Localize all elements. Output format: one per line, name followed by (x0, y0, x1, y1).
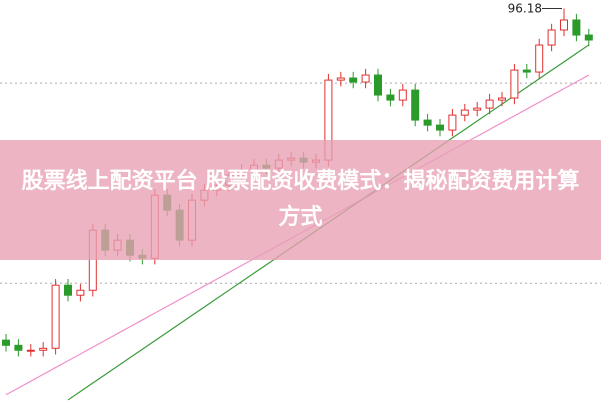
candle-body (51, 284, 60, 349)
candle-body (485, 99, 494, 109)
candle-body (547, 29, 556, 46)
candle-body (349, 77, 358, 83)
high-label: 96.18 (508, 1, 542, 15)
candle-body (14, 344, 23, 351)
candle-body (386, 94, 395, 101)
candle-body (336, 77, 345, 81)
title-banner (0, 140, 601, 260)
candle-body (64, 284, 72, 296)
chart-title: 股票线上配资平台 股票配资收费模式：揭秘配资费用计算方式 (21, 169, 580, 230)
candle-body (411, 89, 420, 121)
candle-body (448, 114, 457, 131)
candle-body (560, 19, 568, 31)
candle-body (361, 74, 370, 83)
candle-body (26, 349, 35, 352)
candle-body (473, 107, 482, 111)
candle-body (76, 289, 85, 296)
candle-body (436, 124, 444, 131)
candle-body (398, 89, 407, 101)
candle-body (2, 339, 10, 346)
candle-body (510, 69, 519, 99)
candle-body (572, 19, 581, 36)
candle-body (460, 109, 469, 116)
candle-body (374, 74, 382, 96)
candle-body (535, 44, 544, 73)
candle-body (584, 34, 593, 41)
candle-body (522, 69, 531, 73)
candle-body (498, 97, 506, 101)
candle-body (39, 347, 48, 351)
candle-body (423, 119, 432, 126)
